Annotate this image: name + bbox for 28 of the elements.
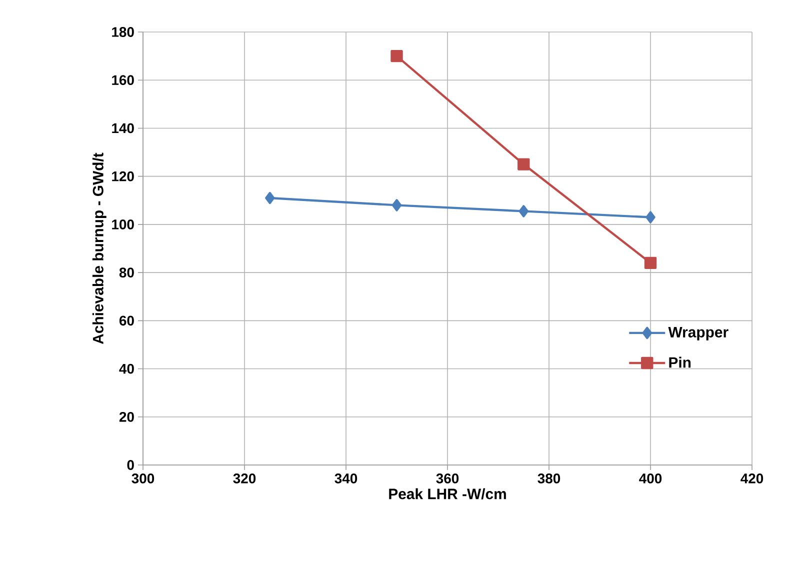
legend-label: Wrapper — [668, 327, 728, 340]
y-tick-label: 180 — [112, 27, 134, 37]
y-tick-label: 60 — [119, 316, 134, 326]
point — [392, 199, 402, 212]
point — [644, 256, 657, 270]
point — [265, 192, 275, 204]
x-tick-label: 420 — [740, 474, 764, 484]
x-axis-title: Peak LHR -W/cm — [389, 488, 506, 500]
legend-label: Pin — [669, 356, 691, 368]
x-tick-label: 360 — [436, 474, 459, 484]
y-tick-label: 160 — [112, 75, 134, 86]
x-tick-label: 380 — [538, 474, 560, 484]
x-tick-label: 340 — [334, 474, 358, 484]
y-tick-label: 40 — [119, 364, 134, 374]
y-tick-label: 120 — [112, 171, 134, 182]
point — [518, 205, 528, 218]
point — [518, 158, 530, 170]
y-tick-label: 0 — [127, 460, 134, 470]
point — [646, 211, 656, 224]
x-tick-label: 300 — [132, 474, 154, 484]
y-tick-label: 100 — [112, 219, 134, 230]
y-tick-label: 140 — [112, 123, 134, 134]
x-tick-label: 400 — [639, 474, 662, 484]
y-axis-title: Achievable burnup - GWd/t — [92, 152, 106, 344]
x-tick-label: 320 — [233, 474, 256, 484]
y-tick-label: 80 — [119, 268, 134, 278]
point — [390, 50, 403, 62]
y-tick-label: 20 — [119, 412, 134, 422]
